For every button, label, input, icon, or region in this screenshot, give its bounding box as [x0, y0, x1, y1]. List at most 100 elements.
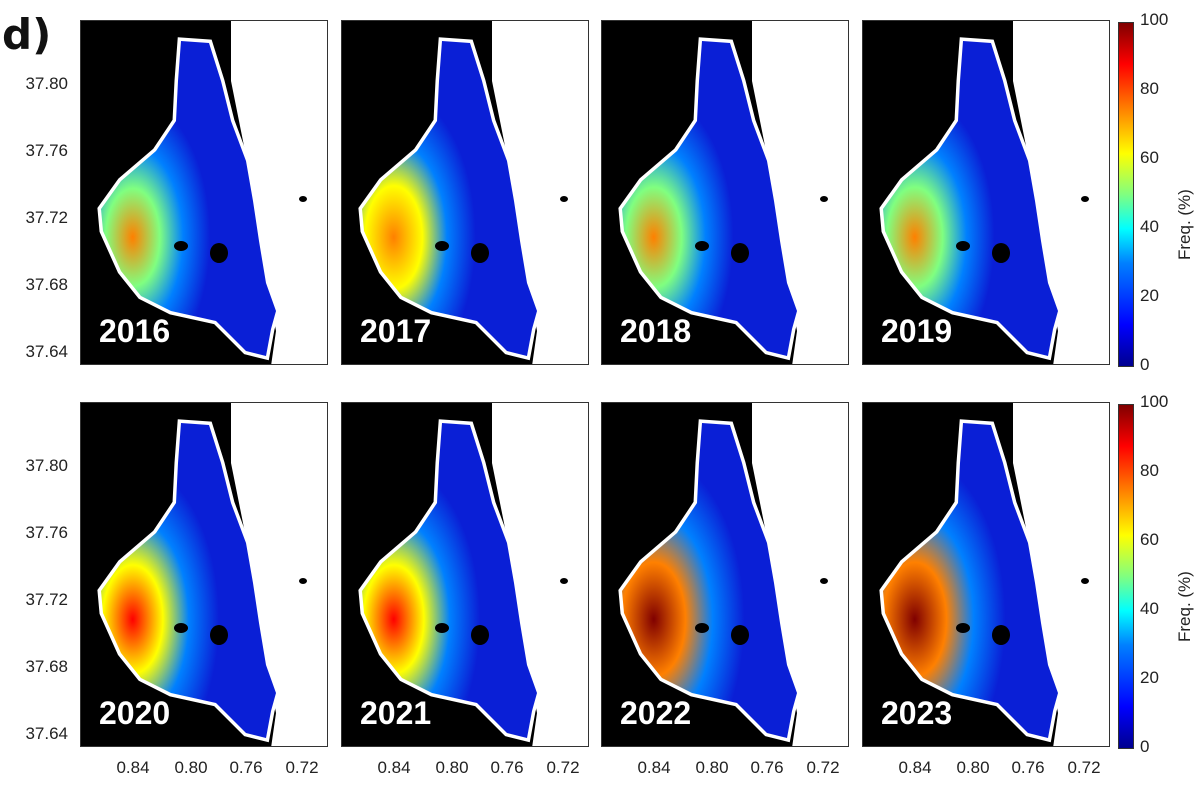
islet	[1081, 196, 1089, 202]
map-panel-2021: 2021	[341, 402, 589, 747]
colorbar-title: Freq. (%)	[1175, 571, 1194, 642]
map-panel-2020: 2020	[80, 402, 328, 747]
lagoon-frequency-field	[101, 41, 276, 356]
colorbar-tick: 20	[1140, 286, 1159, 305]
lagoon-frequency-field	[622, 41, 797, 356]
lagoon-frequency-field	[362, 41, 537, 356]
map-panel-2023: 2023	[862, 402, 1110, 747]
x-tick-label: 0.84	[377, 758, 411, 777]
colorbar-tick: 40	[1140, 217, 1159, 236]
x-tick-label: 0.72	[285, 758, 319, 777]
lagoon-frequency-field	[883, 423, 1058, 738]
y-tick-label: 37.76	[25, 523, 68, 542]
land-area	[492, 403, 588, 746]
x-tick-label: 0.80	[695, 758, 729, 777]
land-area	[231, 403, 327, 746]
x-tick-label: 0.76	[750, 758, 784, 777]
colorbar-tick: 80	[1140, 79, 1159, 98]
map-plot-2017	[358, 21, 588, 364]
x-tick-label: 0.84	[637, 758, 671, 777]
islet	[299, 196, 307, 202]
island	[992, 243, 1010, 263]
colorbar-tick: 40	[1140, 599, 1159, 618]
islet	[299, 578, 307, 584]
island	[210, 625, 228, 645]
year-label: 2022	[620, 695, 692, 731]
year-label: 2019	[881, 313, 953, 349]
island	[731, 243, 749, 263]
island	[695, 241, 709, 251]
lagoon-frequency-field	[101, 423, 276, 738]
colorbar-title: Freq. (%)	[1175, 189, 1194, 260]
island	[731, 625, 749, 645]
map-panel-2016: 2016	[80, 20, 328, 365]
year-label: 2016	[99, 313, 171, 349]
x-tick-label: 0.72	[1067, 758, 1101, 777]
y-tick-label: 37.72	[25, 590, 68, 609]
colorbar-tick: 20	[1140, 668, 1159, 687]
x-tick-label: 0.72	[546, 758, 580, 777]
lagoon-frequency-field	[362, 423, 537, 738]
map-plot-2021	[358, 403, 588, 746]
islet	[1081, 578, 1089, 584]
island	[956, 241, 970, 251]
land-area	[1013, 403, 1109, 746]
x-tick-label: 0.80	[956, 758, 990, 777]
x-tick-label: 0.84	[898, 758, 932, 777]
island	[435, 241, 449, 251]
island	[210, 243, 228, 263]
colorbar-tick: 60	[1140, 530, 1159, 549]
map-panel-2019: 2019	[862, 20, 1110, 365]
island	[471, 243, 489, 263]
colorbar	[1118, 404, 1134, 749]
island	[695, 623, 709, 633]
y-tick-label: 37.64	[25, 724, 68, 743]
x-tick-label: 0.76	[229, 758, 263, 777]
island	[471, 625, 489, 645]
island	[956, 623, 970, 633]
map-plot-2023	[879, 403, 1109, 746]
lagoon-frequency-field	[883, 41, 1058, 356]
colorbar-tick: 0	[1140, 355, 1150, 374]
islet	[820, 578, 828, 584]
y-tick-label: 37.68	[25, 275, 68, 294]
island	[174, 623, 188, 633]
x-tick-label: 0.76	[490, 758, 524, 777]
map-panel-2018: 2018	[601, 20, 849, 365]
island	[435, 623, 449, 633]
map-plot-2018	[618, 21, 848, 364]
x-tick-label: 0.72	[806, 758, 840, 777]
y-tick-label: 37.68	[25, 657, 68, 676]
colorbar-tick: 100	[1140, 392, 1169, 411]
land-area	[752, 403, 848, 746]
year-label: 2017	[360, 313, 432, 349]
land-area	[752, 21, 848, 364]
colorbar-tick: 100	[1140, 10, 1169, 29]
x-tick-label: 0.76	[1011, 758, 1045, 777]
map-panel-2017: 2017	[341, 20, 589, 365]
colorbar	[1118, 22, 1134, 367]
lagoon-frequency-field	[622, 423, 797, 738]
x-tick-label: 0.80	[174, 758, 208, 777]
island	[174, 241, 188, 251]
map-panel-2022: 2022	[601, 402, 849, 747]
islet	[560, 578, 568, 584]
map-plot-2020	[97, 403, 327, 746]
islet	[820, 196, 828, 202]
y-tick-label: 37.80	[25, 74, 68, 93]
y-tick-label: 37.72	[25, 208, 68, 227]
colorbar-tick: 0	[1140, 737, 1150, 756]
land-area	[1013, 21, 1109, 364]
x-tick-label: 0.80	[435, 758, 469, 777]
y-tick-label: 37.80	[25, 456, 68, 475]
year-label: 2021	[360, 695, 432, 731]
colorbar-tick: 60	[1140, 148, 1159, 167]
islet	[560, 196, 568, 202]
map-plot-2019	[879, 21, 1109, 364]
year-label: 2020	[99, 695, 171, 731]
y-tick-label: 37.64	[25, 342, 68, 361]
colorbar-tick: 80	[1140, 461, 1159, 480]
land-area	[231, 21, 327, 364]
panel-label: d)	[2, 10, 52, 59]
year-label: 2018	[620, 313, 692, 349]
